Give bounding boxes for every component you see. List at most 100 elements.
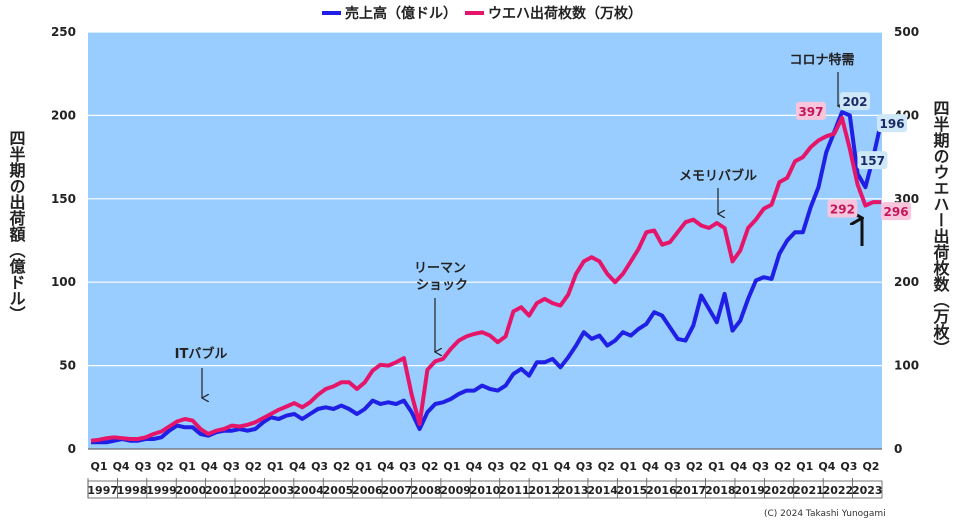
data-label-box-0 [795,101,826,120]
annotations: ITバブル リーマン ショック メモリバブル コロナ特需 [175,52,862,398]
year-label-2003: 2003 [264,484,295,497]
quarter-tick-32: Q1 [796,460,813,473]
legend: 売上高（億ドル） ウエハ出荷枚数（万枚） [322,5,642,22]
data-label-box-5 [877,114,908,133]
quarter-tick-13: Q4 [377,460,394,473]
legend-label-wafer: ウエハ出荷枚数（万枚） [488,5,642,22]
data-labels: 397 292 296 202 157 196 [795,92,912,221]
data-label-4: 157 [860,154,885,168]
quarter-tick-2: Q3 [135,460,152,473]
year-label-1998: 1998 [117,484,148,497]
left-tick-200: 200 [51,108,76,122]
left-tick-100: 100 [51,275,76,289]
year-label-2018: 2018 [705,484,736,497]
series-line-wafer [90,115,882,443]
quarter-tick-26: Q3 [664,460,681,473]
right-tick-200: 200 [894,275,919,289]
quarter-tick-27: Q2 [686,460,703,473]
year-label-1997: 1997 [87,484,118,497]
quarter-tick-34: Q3 [840,460,857,473]
year-label-2007: 2007 [381,484,412,497]
annotation-covid: コロナ特需 [789,52,854,68]
year-label-2023: 2023 [852,484,883,497]
right-tick-100: 100 [894,359,919,373]
year-label-2019: 2019 [734,484,765,497]
year-label-1999: 1999 [146,484,177,497]
year-label-2001: 2001 [205,484,236,497]
year-label-2011: 2011 [499,484,530,497]
year-label-2010: 2010 [470,484,501,497]
year-label-2012: 2012 [529,484,560,497]
year-label-2004: 2004 [293,484,324,497]
annotation-memory-bubble: メモリバブル [679,168,757,184]
year-label-2000: 2000 [176,484,207,497]
quarter-tick-5: Q4 [201,460,218,473]
copyright: (C) 2024 Takashi Yunogami [764,509,886,519]
annotation-it-bubble: ITバブル [175,346,228,362]
annotation-lehman-2: ショック [416,278,468,293]
year-label-2009: 2009 [440,484,471,497]
quarter-tick-35: Q2 [862,460,879,473]
left-tick-0: 0 [68,442,76,456]
year-label-2017: 2017 [676,484,707,497]
quarter-tick-4: Q1 [179,460,196,473]
data-label-0: 397 [798,105,823,119]
right-axis-label: 四半期のウエハー出荷枚数（万枚） [931,100,951,356]
quarter-tick-24: Q1 [620,460,637,473]
series-lines [90,110,884,445]
quarter-tick-30: Q3 [752,460,769,473]
plot-area [88,32,882,449]
year-label-2013: 2013 [558,484,589,497]
quarter-tick-17: Q4 [465,460,482,473]
quarter-tick-16: Q1 [443,460,460,473]
left-tick-50: 50 [59,359,76,373]
quarter-tick-6: Q3 [223,460,240,473]
data-label-2: 296 [884,205,909,219]
quarter-tick-9: Q4 [289,460,306,473]
data-label-3: 202 [842,95,867,109]
data-label-box-4 [857,151,888,170]
right-tick-0: 0 [894,442,902,456]
data-label-5: 196 [880,117,905,131]
quarter-tick-10: Q3 [311,460,328,473]
quarter-tick-19: Q2 [510,460,527,473]
quarter-tick-22: Q3 [576,460,593,473]
quarter-tick-8: Q1 [267,460,284,473]
data-label-box-2 [881,202,912,221]
quarter-tick-21: Q4 [554,460,571,473]
year-label-2005: 2005 [323,484,354,497]
data-label-box-3 [839,92,870,111]
year-label-2020: 2020 [764,484,795,497]
quarter-tick-23: Q2 [598,460,615,473]
quarter-tick-25: Q4 [642,460,659,473]
quarter-tick-15: Q2 [421,460,438,473]
quarter-tick-1: Q4 [113,460,130,473]
x-axis: Q1 Q4 Q3 Q2 Q1 Q4 Q3 Q2 Q1 Q4 Q3 Q2 Q1 Q4 Q3 Q2 Q1 Q4 Q3 Q2… [87,448,883,499]
year-label-2016: 2016 [646,484,677,497]
quarter-tick-0: Q1 [91,460,108,473]
year-label-2021: 2021 [793,484,824,497]
left-tick-150: 150 [51,192,76,206]
quarter-tick-3: Q2 [157,460,174,473]
quarter-tick-18: Q3 [488,460,505,473]
quarter-tick-12: Q1 [355,460,372,473]
year-label-2022: 2022 [823,484,854,497]
legend-label-sales: 売上高（億ドル） [345,5,457,22]
quarter-tick-28: Q1 [708,460,725,473]
year-label-2015: 2015 [617,484,648,497]
year-label-2002: 2002 [234,484,265,497]
quarter-tick-14: Q3 [399,460,416,473]
year-label-2014: 2014 [587,484,618,497]
quarter-tick-7: Q2 [245,460,262,473]
quarter-tick-31: Q2 [774,460,791,473]
quarter-tick-11: Q2 [333,460,350,473]
data-label-1: 292 [830,202,855,216]
right-tick-500: 500 [894,25,919,39]
year-label-2006: 2006 [352,484,383,497]
data-label-box-1 [827,199,858,218]
left-tick-250: 250 [51,25,76,39]
annotation-lehman-1: リーマン [414,261,466,276]
quarter-tick-20: Q1 [532,460,549,473]
quarter-tick-29: Q4 [730,460,747,473]
